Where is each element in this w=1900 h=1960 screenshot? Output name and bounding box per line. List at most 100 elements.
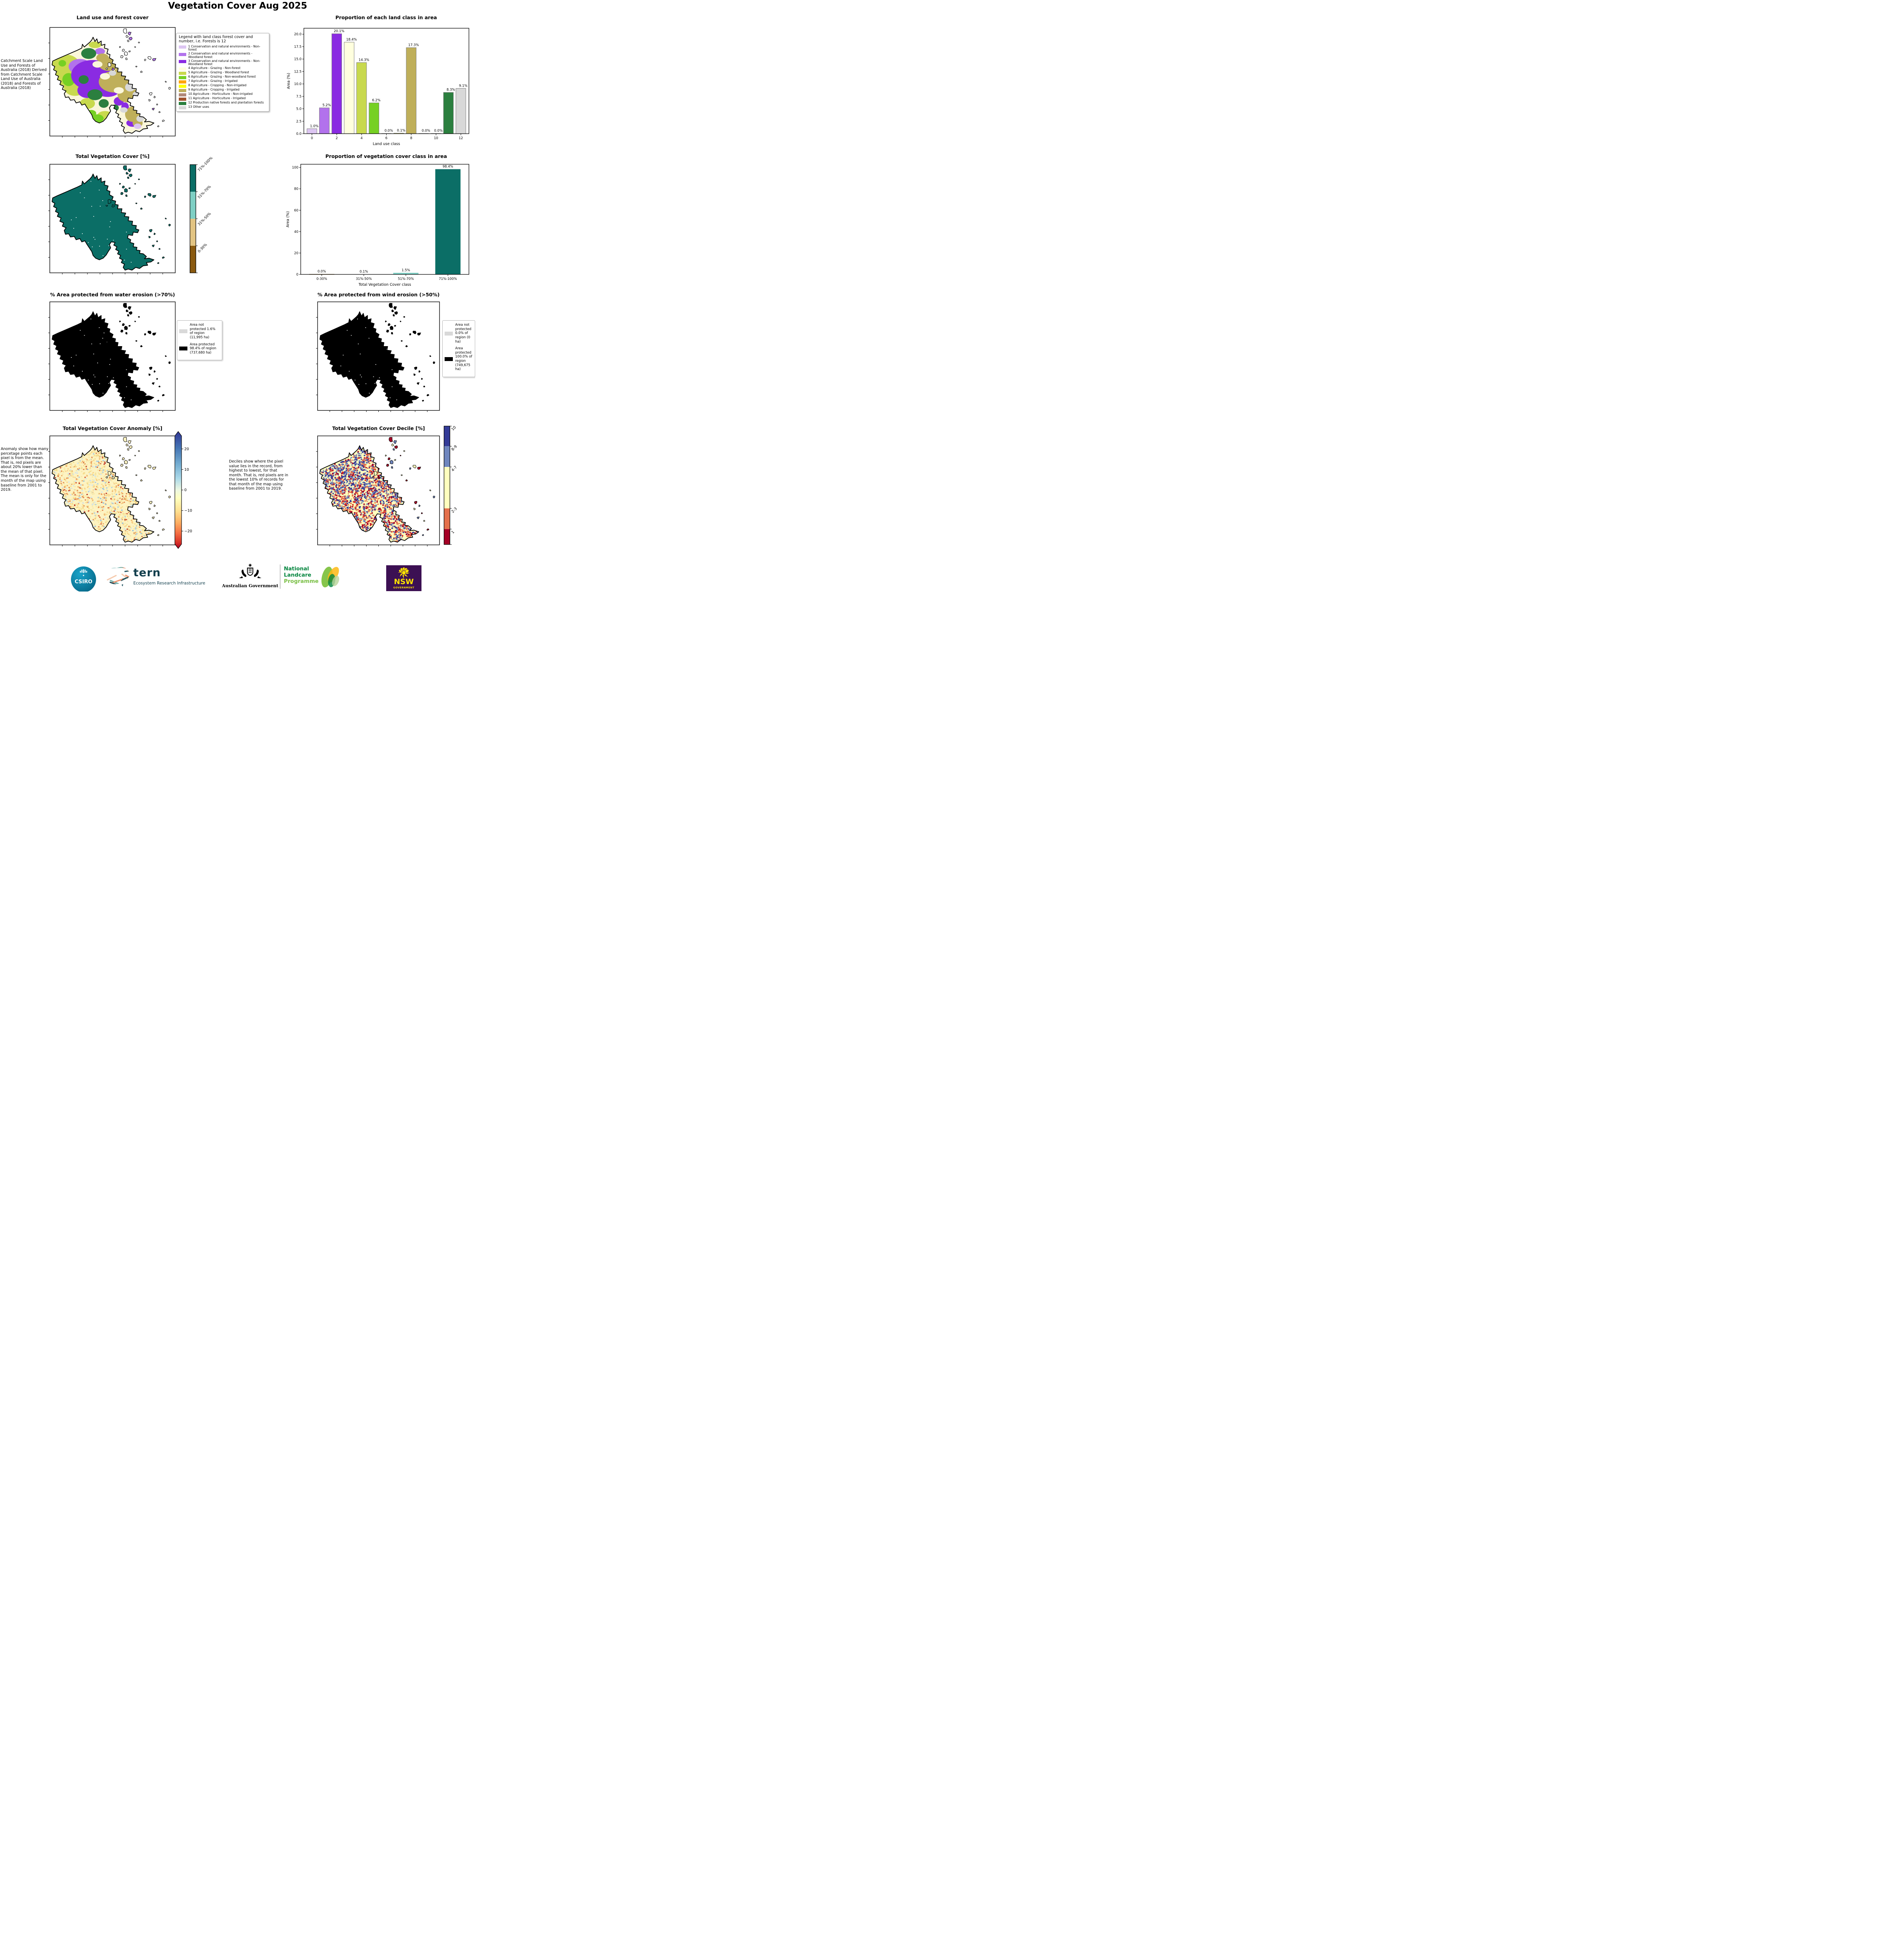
land-class-chart: 1.0% 5.2% 20.1% 18.4% 14.3% 6.2% 0.0% 0.1% 17.3%… xyxy=(285,20,475,149)
nsw-label: NSW xyxy=(394,577,414,586)
colorbar-segment xyxy=(444,446,450,467)
landcare-label-line: Programme xyxy=(284,578,319,584)
map-anomaly-svg xyxy=(48,436,176,546)
map-decile-svg xyxy=(316,436,440,546)
legend-label: 5 Agriculture - Grazing - Woodland fores… xyxy=(188,71,249,74)
bar xyxy=(307,128,317,134)
y-tick-label: 17.5 xyxy=(294,45,302,49)
colorbar-label: 31%-50% xyxy=(197,212,212,227)
x-tick-label: 0 xyxy=(311,136,313,140)
bar-value-label: 0.1% xyxy=(360,270,368,274)
anomaly-map-title: Total Vegetation Cover Anomaly [%] xyxy=(62,425,163,431)
erosion-legend-item: Area not protected 1.6% of region (11,99… xyxy=(179,323,220,340)
colorbar-segment xyxy=(444,529,450,544)
legend-label: 3 Conservation and natural environments … xyxy=(188,59,260,66)
legend-label: 9 Agriculture - Cropping - Irrigated xyxy=(188,88,240,92)
x-tick-label: 12 xyxy=(459,136,463,140)
veg-cover-colorbar: 71%-100% 51%-70% 31%-50% 0-30% xyxy=(189,156,225,274)
legend-label: 8 Agriculture - Cropping - Non-irrigated xyxy=(188,83,247,87)
bar-value-label: 0.1% xyxy=(397,129,405,133)
bar-value-label: 0.0% xyxy=(318,270,326,274)
islands xyxy=(106,165,171,264)
national-landcare-label: National Landcare Programme xyxy=(284,566,319,585)
land-use-legend-item: 11 Agriculture - Horticulture - Irrigate… xyxy=(179,97,267,101)
legend-label: Area protected 100.0% of region (749,675… xyxy=(455,347,472,372)
islands xyxy=(106,303,171,401)
y-tick-label: 60 xyxy=(294,209,298,212)
map-water-svg xyxy=(48,301,176,412)
map-vegcover-svg xyxy=(48,164,176,274)
australian-government-crest-icon xyxy=(233,563,268,583)
landcare-leaf-icon xyxy=(314,564,347,590)
legend-swatch-icon xyxy=(445,357,453,361)
land-use-legend-item: 10 Agriculture - Horticulture - Non-irri… xyxy=(179,93,267,96)
colorbar-tick-label: −10 xyxy=(184,509,192,513)
veg-cover-map xyxy=(48,164,176,274)
colorbar-segment xyxy=(444,508,450,529)
x-tick-label: 31%-50% xyxy=(356,277,372,281)
commonwealth-star-icon xyxy=(248,563,252,567)
legend-label: 4 Agriculture - Grazing - Non-forest xyxy=(188,66,241,70)
y-tick-label: 10.0 xyxy=(294,82,302,86)
x-tick-label: 8 xyxy=(410,136,412,140)
colorbar-label: 8-9 xyxy=(450,445,458,452)
legend-label: 6 Agriculture - Grazing - Non-woodland f… xyxy=(188,75,256,79)
veg-class-chart-title: Proportion of vegetation cover class in … xyxy=(325,153,447,159)
colorbar-segment xyxy=(190,165,196,192)
anomaly-map xyxy=(48,436,176,546)
water-erosion-title: % Area protected from water erosion (>70… xyxy=(50,292,175,298)
y-tick-label: 80 xyxy=(294,187,298,191)
land-use-legend-item: 8 Agriculture - Cropping - Non-irrigated xyxy=(179,84,267,88)
colorbar-segment xyxy=(190,246,196,273)
bar-value-label: 17.3% xyxy=(408,43,419,47)
bar xyxy=(344,42,354,134)
page-title: Vegetation Cover Aug 2025 xyxy=(168,1,307,11)
colorbar-label: 71%-100% xyxy=(197,156,214,172)
colorbar-tick-label: 10 xyxy=(184,468,189,472)
y-axis-label: Area (%) xyxy=(287,73,291,89)
x-tick-label: 0-30% xyxy=(316,277,327,281)
water-erosion-legend: Area not protected 1.6% of region (11,99… xyxy=(177,320,222,361)
x-tick-label: 71%-100% xyxy=(439,277,457,281)
colorbar-label: 4-7 xyxy=(450,465,458,473)
bar-value-label: 6.2% xyxy=(372,98,381,102)
x-tick-label: 4 xyxy=(360,136,362,140)
decile-map-title: Total Vegetation Cover Decile [%] xyxy=(332,425,425,431)
colorbar-tick-label: −20 xyxy=(184,529,192,534)
anomaly-note: Anomaly show how many percetage points e… xyxy=(1,447,49,492)
colorbar-gradient xyxy=(174,431,182,549)
bar-value-label: 20.1% xyxy=(334,29,344,33)
land-class-chart-title: Proportion of each land class in area xyxy=(335,15,437,20)
decile-note: Deciles show where the pixel value lies … xyxy=(229,459,288,491)
emu-icon xyxy=(254,570,259,577)
legend-swatch-icon xyxy=(179,329,187,334)
islands xyxy=(372,303,435,401)
erosion-legend-item: Area not protected 0.0% of region (0 ha) xyxy=(445,323,473,344)
land-use-legend-item: 4 Agriculture - Grazing - Non-forest xyxy=(179,67,267,71)
chart2-svg: 0.0% 0.1% 1.5% 98.4% 0 20 40 60 80 100 0-30% 31%-50… xyxy=(286,164,469,287)
erosion-legend-item: Area protected 100.0% of region (749,675… xyxy=(445,347,473,372)
bar-value-label: 9.1% xyxy=(459,84,468,88)
bar-value-label: 18.4% xyxy=(346,38,357,42)
legend-swatch-icon xyxy=(179,45,186,49)
tern-subtitle: Ecosystem Research Infrastructure xyxy=(133,581,205,586)
nsw-government-label: GOVERNMENT xyxy=(393,586,414,589)
bar xyxy=(331,33,342,134)
land-use-legend-item: 1 Conservation and natural environments … xyxy=(179,45,267,52)
legend-swatch-icon xyxy=(179,53,186,56)
colorbar-segment xyxy=(444,467,450,508)
bar xyxy=(435,169,461,274)
x-tick-label: 51%-70% xyxy=(398,277,414,281)
nsw-government-logo: NSW GOVERNMENT xyxy=(386,565,421,591)
bar xyxy=(319,107,330,134)
map-frame xyxy=(49,301,176,411)
legend-label: 13 Other uses xyxy=(188,105,209,109)
csiro-circle-icon xyxy=(71,566,96,592)
bar xyxy=(443,92,454,134)
legend-swatch-icon xyxy=(179,80,186,83)
erosion-legend-item: Area protected 98.4% of region (737,680 … xyxy=(179,343,220,355)
legend-swatch-icon xyxy=(179,97,186,101)
vegetation-report-page: Vegetation Cover Aug 2025 Land use and f… xyxy=(0,0,475,592)
y-tick-label: 12.5 xyxy=(294,70,302,74)
islands xyxy=(372,437,435,535)
